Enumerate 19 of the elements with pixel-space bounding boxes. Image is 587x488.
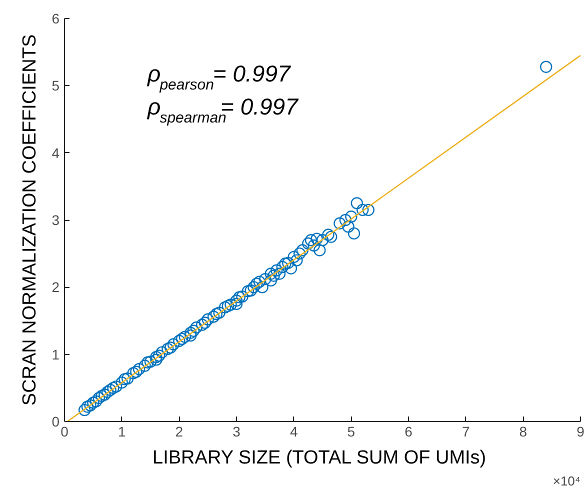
y-tick-label: 4 (52, 144, 60, 161)
x-tick-label: 6 (404, 424, 413, 440)
y-tick-label: 3 (52, 212, 60, 228)
x-tick-label: 5 (347, 424, 356, 440)
x-tick-label: 7 (462, 424, 470, 440)
y-tick-label: 6 (52, 10, 60, 26)
x-tick-label: 8 (519, 424, 528, 440)
x-tick-label: 1 (118, 424, 126, 440)
text: ×10⁴ (552, 474, 581, 488)
x-tick-label: 4 (290, 424, 298, 440)
y-tick-label: 2 (52, 279, 60, 296)
y-tick-label: 5 (52, 78, 60, 94)
y-tick-label: 0 (52, 414, 60, 430)
x-tick-label: 3 (232, 424, 241, 440)
x-tick-label: 9 (576, 424, 585, 440)
y-tick-label: 1 (52, 346, 60, 362)
x-axis-title: LIBRARY SIZE (TOTAL SUM OF UMIs) (152, 448, 486, 468)
x-tick-label: 2 (175, 424, 184, 440)
y-axis-title: SCRAN NORMALIZATION COEFFICIENTS (20, 34, 41, 406)
